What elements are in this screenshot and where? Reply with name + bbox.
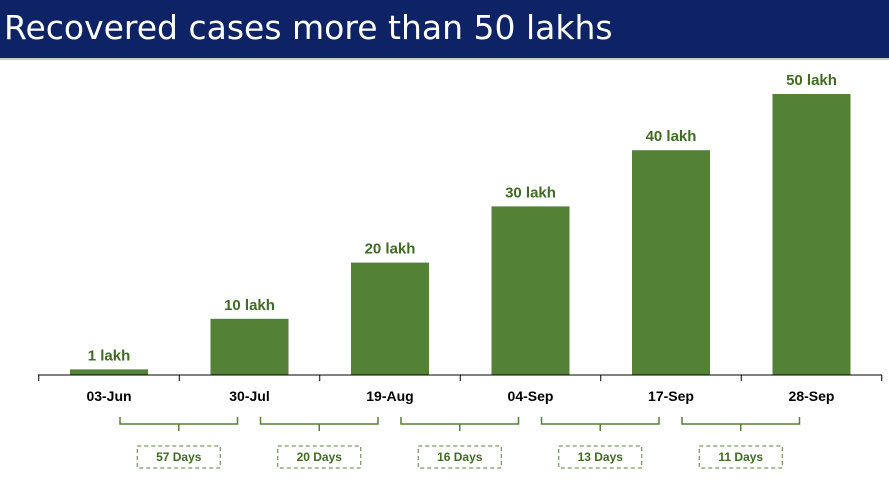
data-label: 50 lakh: [786, 72, 837, 89]
data-label: 20 lakh: [365, 241, 416, 258]
x-tick-label: 03-Jun: [86, 388, 131, 404]
data-label: 1 lakh: [88, 347, 131, 364]
interval-box: [417, 445, 502, 469]
bar-17-Sep: [632, 150, 710, 375]
interval-bracket: [540, 417, 660, 431]
interval-bracket: [259, 417, 379, 431]
data-label: 10 lakh: [224, 297, 275, 314]
data-label: 30 lakh: [505, 184, 556, 201]
interval-box: [558, 445, 643, 469]
interval-box: [136, 445, 221, 469]
interval-label: 16 Days: [437, 450, 483, 464]
bar-30-Jul: [210, 318, 289, 375]
interval-label: 20 Days: [297, 450, 343, 464]
interval-label: 57 Days: [156, 450, 202, 464]
interval-box: [277, 445, 362, 469]
page-title: Recovered cases more than 50 lakhs: [4, 8, 613, 47]
data-label: 40 lakh: [646, 128, 697, 145]
title-bar: Recovered cases more than 50 lakhs: [0, 0, 889, 58]
interval-label: 11 Days: [718, 450, 763, 464]
title-divider: [0, 58, 889, 60]
x-tick-label: 28-Sep: [789, 388, 835, 404]
bar-04-Sep: [491, 206, 570, 375]
interval-bracket: [681, 417, 801, 431]
interval-bracket: [119, 417, 239, 431]
interval-bracket: [400, 417, 520, 431]
x-tick-label: 19-Aug: [366, 388, 413, 404]
interval-label: 13 Days: [578, 450, 624, 464]
bar-28-Sep: [772, 94, 851, 375]
bar-19-Aug: [351, 262, 429, 375]
bar-03-Jun: [70, 369, 148, 375]
x-tick-label: 04-Sep: [508, 388, 554, 404]
interval-box: [698, 445, 783, 469]
x-tick-label: 30-Jul: [229, 388, 269, 404]
x-tick-label: 17-Sep: [648, 388, 694, 404]
